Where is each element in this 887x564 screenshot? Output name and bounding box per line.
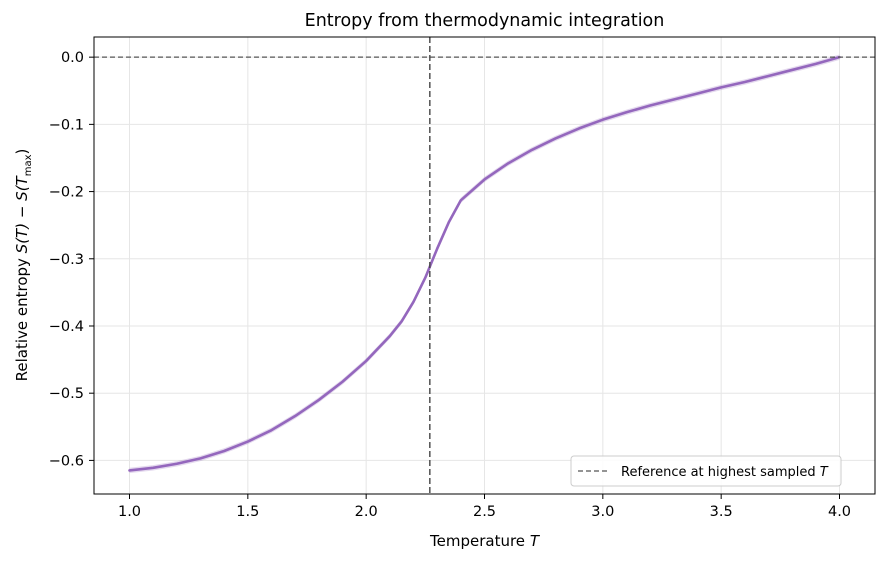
y-axis-ticks: 0.0 −0.1 −0.2 −0.3 −0.4 −0.5 −0.6 (49, 50, 94, 469)
y-tick-label: −0.5 (49, 386, 84, 402)
y-tick-label: −0.3 (49, 252, 84, 268)
y-tick-label: 0.0 (61, 50, 84, 66)
x-tick-label: 1.5 (236, 504, 259, 520)
legend-label-text: Reference at highest sampled (621, 465, 816, 480)
y-axis-label-symbol: S(T) − S(T (13, 174, 31, 253)
x-tick-label: 3.5 (710, 504, 733, 520)
y-tick-label: −0.1 (49, 117, 84, 133)
series-line (128, 55, 841, 472)
x-tick-label: 1.0 (118, 504, 141, 520)
chart-title: Entropy from thermodynamic integration (305, 11, 665, 31)
y-axis-label-subscript: max (23, 154, 34, 176)
series-line-layer (128, 55, 841, 472)
y-tick-label: −0.2 (49, 185, 84, 201)
x-axis-label-text: Temperature (429, 532, 525, 550)
reference-lines (94, 37, 875, 494)
legend-label-reference: Reference at highest sampled T (621, 465, 829, 480)
legend-label-symbol: T (820, 465, 829, 480)
y-tick-label: −0.4 (49, 319, 84, 335)
y-axis-label-text: Relative entropy (13, 258, 31, 381)
x-tick-label: 2.5 (473, 504, 496, 520)
legend-box (570, 455, 842, 487)
x-axis-label: Temperature T (429, 532, 541, 550)
x-axis-label-symbol: T (530, 532, 541, 550)
x-tick-label: 4.0 (828, 504, 851, 520)
x-tick-label: 3.0 (591, 504, 614, 520)
legend: Reference at highest sampled T (570, 455, 842, 487)
x-axis-ticks: 1.0 1.5 2.0 2.5 3.0 3.5 4.0 (118, 494, 851, 520)
x-tick-label: 2.0 (355, 504, 378, 520)
y-axis-label: Relative entropy S(T) − S(Tmax) (13, 149, 34, 382)
y-tick-label: −0.6 (49, 453, 84, 469)
y-axis-label-close: ) (13, 149, 31, 155)
